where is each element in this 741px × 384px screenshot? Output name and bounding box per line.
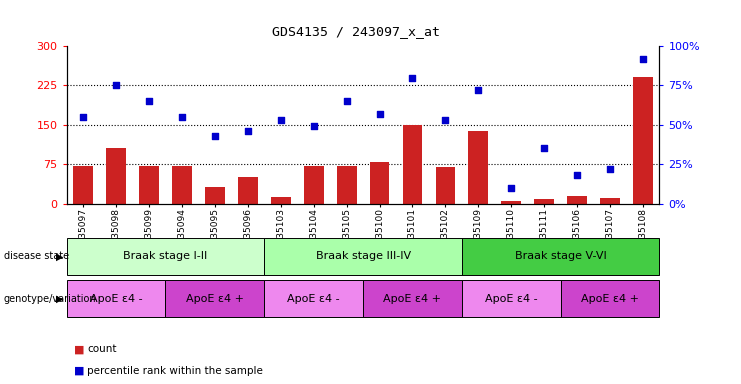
Bar [238, 177, 258, 204]
Point [242, 128, 253, 134]
Text: ▶: ▶ [56, 251, 64, 262]
Bar [336, 166, 356, 204]
Point [341, 98, 353, 104]
Text: GDS4135 / 243097_x_at: GDS4135 / 243097_x_at [272, 25, 439, 38]
Text: ApoE ε4 -: ApoE ε4 - [288, 293, 340, 304]
Point [604, 166, 616, 172]
Bar [139, 166, 159, 204]
Point [505, 185, 517, 191]
Text: ApoE ε4 +: ApoE ε4 + [384, 293, 442, 304]
Bar [370, 162, 390, 204]
Point [538, 146, 550, 152]
Point [176, 114, 188, 120]
Bar [600, 198, 620, 204]
Text: ■: ■ [74, 366, 84, 376]
Point [110, 83, 122, 89]
Point [308, 123, 319, 129]
Text: genotype/variation: genotype/variation [4, 293, 96, 304]
Text: Braak stage I-II: Braak stage I-II [123, 251, 207, 262]
Text: Braak stage V-VI: Braak stage V-VI [515, 251, 607, 262]
Point [275, 117, 287, 123]
Text: ApoE ε4 +: ApoE ε4 + [581, 293, 639, 304]
Text: ▶: ▶ [56, 293, 64, 304]
Point [209, 133, 221, 139]
Bar [468, 131, 488, 204]
Bar [568, 196, 587, 204]
Bar [633, 76, 653, 204]
Point [407, 74, 419, 81]
Point [143, 98, 155, 104]
Bar [402, 125, 422, 204]
Point [473, 87, 485, 93]
Text: ■: ■ [74, 344, 84, 354]
Bar [73, 166, 93, 204]
Bar [172, 166, 192, 204]
Bar [436, 167, 455, 204]
Bar [502, 201, 521, 204]
Text: percentile rank within the sample: percentile rank within the sample [87, 366, 263, 376]
Bar [304, 166, 324, 204]
Text: disease state: disease state [4, 251, 69, 262]
Bar [534, 199, 554, 204]
Bar [271, 197, 290, 204]
Point [571, 172, 583, 178]
Bar [205, 187, 225, 204]
Text: ApoE ε4 +: ApoE ε4 + [186, 293, 244, 304]
Text: Braak stage III-IV: Braak stage III-IV [316, 251, 411, 262]
Text: count: count [87, 344, 117, 354]
Point [77, 114, 89, 120]
Point [637, 56, 649, 62]
Bar [106, 149, 126, 204]
Point [439, 117, 451, 123]
Text: ApoE ε4 -: ApoE ε4 - [90, 293, 142, 304]
Text: ApoE ε4 -: ApoE ε4 - [485, 293, 538, 304]
Point [373, 111, 385, 117]
